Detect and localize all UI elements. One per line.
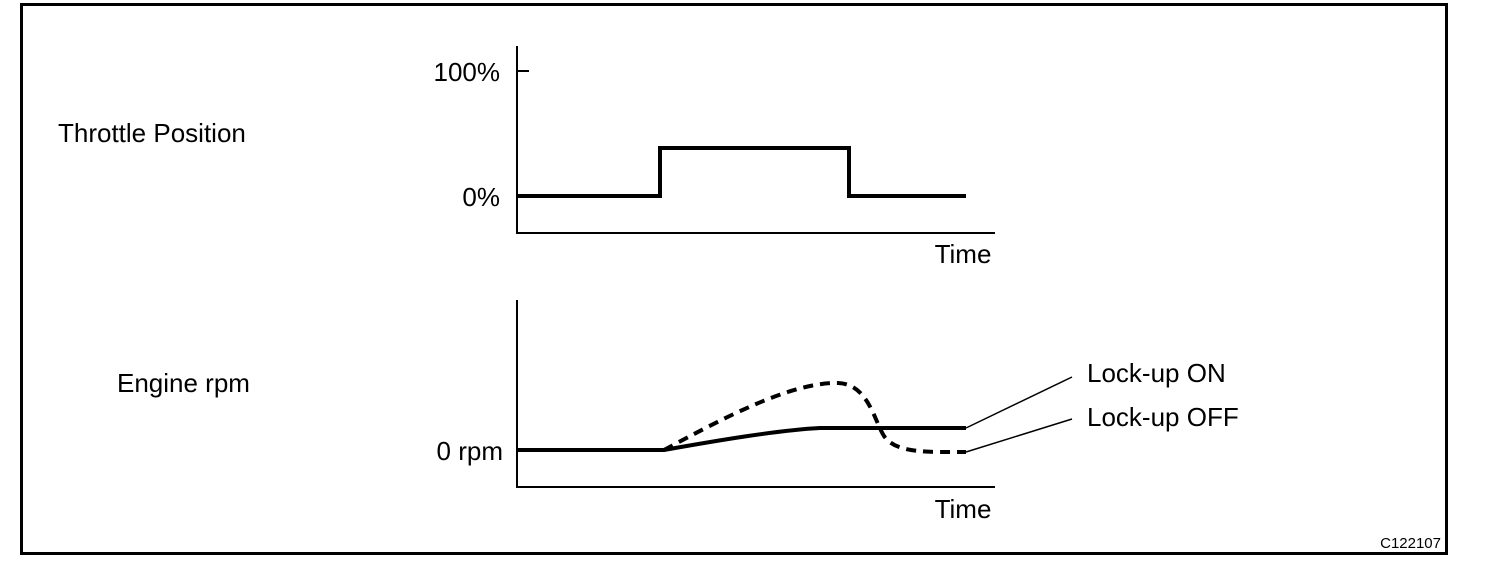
lockup-off-leader: [965, 418, 1073, 453]
throttle-tick-high-label: 100%: [434, 57, 501, 87]
engine-row-label: Engine rpm: [117, 368, 250, 398]
lockup-on-leader: [965, 376, 1073, 429]
lockup-on-curve: [517, 426, 966, 452]
diagram-frame: [20, 3, 1448, 555]
throttle-tick-low-label: 0%: [462, 182, 500, 212]
legend-lockup-on: Lock-up ON: [1087, 358, 1226, 388]
lockup-off-curve: [663, 380, 967, 455]
throttle-signal-line: [517, 146, 966, 198]
figure-code: C122107: [1380, 535, 1441, 552]
throttle-row-label: Throttle Position: [58, 118, 246, 148]
engine-tick-low-label: 0 rpm: [437, 436, 503, 466]
legend-lockup-off: Lock-up OFF: [1087, 402, 1239, 432]
throttle-x-label: Time: [935, 239, 992, 269]
engine-x-label: Time: [935, 494, 992, 524]
